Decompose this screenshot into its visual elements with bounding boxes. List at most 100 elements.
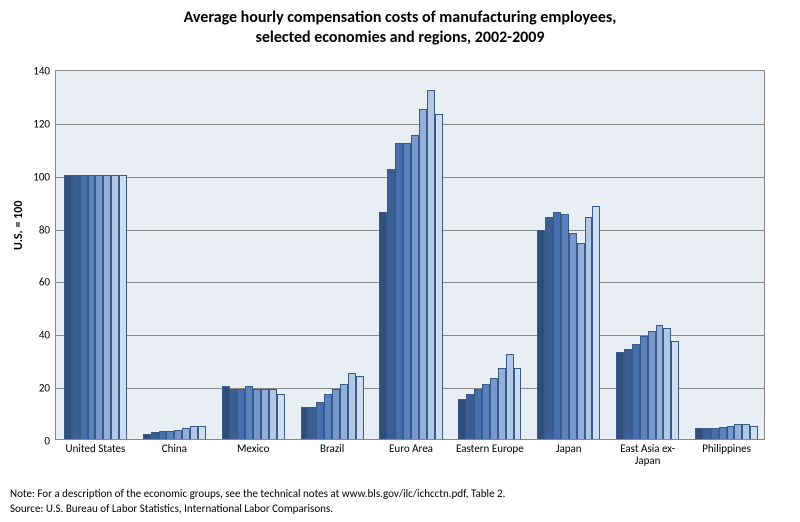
bar [474,389,482,439]
x-category-label: East Asia ex-Japan [608,443,688,467]
chart-area: 020406080100120140United StatesChinaMexi… [55,70,780,460]
bar [340,384,348,440]
bar [316,402,324,439]
bar [663,328,671,439]
bar [569,233,577,439]
bar [703,428,711,439]
bar [237,389,245,439]
y-tick-label: 100 [33,170,50,183]
bar [419,109,427,439]
bar [553,212,561,439]
bar [656,325,664,439]
footer-note: Note: For a description of the economic … [10,487,505,501]
bar-group [64,71,127,439]
x-category-label: Brazil [292,443,372,455]
bar [395,143,403,439]
bar [458,399,466,439]
bar [245,386,253,439]
bar [174,430,182,439]
bar [80,175,88,439]
y-tick-label: 140 [33,65,50,78]
bar [537,230,545,439]
y-tick-label: 120 [33,117,50,130]
y-tick-label: 0 [44,435,50,448]
y-tick-label: 60 [39,276,50,289]
bar [719,427,727,439]
x-category-label: Philippines [687,443,767,455]
bar [427,90,435,439]
bar [261,389,269,439]
bar [411,135,419,439]
bar [190,426,198,439]
bar [111,175,119,439]
bar [727,426,735,439]
bar [671,341,679,439]
bar-group [143,71,206,439]
bar [561,214,569,439]
bar [585,217,593,439]
chart-footer: Note: For a description of the economic … [10,487,505,516]
bar [95,175,103,439]
bar [466,394,474,439]
x-category-label: United States [55,443,135,455]
bar [506,354,514,439]
bar [72,175,80,439]
bar [750,426,758,439]
bar [498,368,506,439]
x-category-label: Eastern Europe [450,443,530,455]
bar [734,424,742,439]
bar [545,217,553,439]
chart-title-line2: selected economies and regions, 2002-200… [0,28,800,48]
bar [379,212,387,439]
y-tick-label: 80 [39,223,50,236]
bar [387,169,395,439]
bar [514,368,522,439]
x-category-label: Japan [529,443,609,455]
bar [151,432,159,439]
bar [308,407,316,439]
bar [324,394,332,439]
bar [592,206,600,439]
bar [490,378,498,439]
bar [253,389,261,439]
bar [632,344,640,439]
bar [577,243,585,439]
chart-title-line1: Average hourly compensation costs of man… [0,8,800,28]
bar [482,384,490,440]
bar-group [695,71,758,439]
bar [198,426,206,439]
bar [88,175,96,439]
bar [695,428,703,439]
bar [648,331,656,439]
bar [269,389,277,439]
bar-group [537,71,600,439]
bar [277,394,285,439]
bar [182,428,190,439]
bar-group [616,71,679,439]
bar-group [379,71,442,439]
bar [711,428,719,439]
bar [640,336,648,439]
x-category-label: Euro Area [371,443,451,455]
bar [403,143,411,439]
bar-group [301,71,364,439]
x-category-label: China [134,443,214,455]
bar [166,431,174,439]
footer-source: Source: U.S. Bureau of Labor Statistics,… [10,502,505,516]
x-category-label: Mexico [213,443,293,455]
bar-group [458,71,521,439]
bar [301,407,309,439]
bar [230,389,238,439]
bar [435,114,443,439]
bar [356,376,364,439]
bar [348,373,356,439]
bar [159,431,167,439]
chart-title: Average hourly compensation costs of man… [0,0,800,48]
bar [143,434,151,439]
bar [222,386,230,439]
bar [742,424,750,439]
y-tick-label: 40 [39,329,50,342]
bar [119,175,127,439]
bar [332,389,340,439]
plot-area: 020406080100120140United StatesChinaMexi… [55,70,765,440]
